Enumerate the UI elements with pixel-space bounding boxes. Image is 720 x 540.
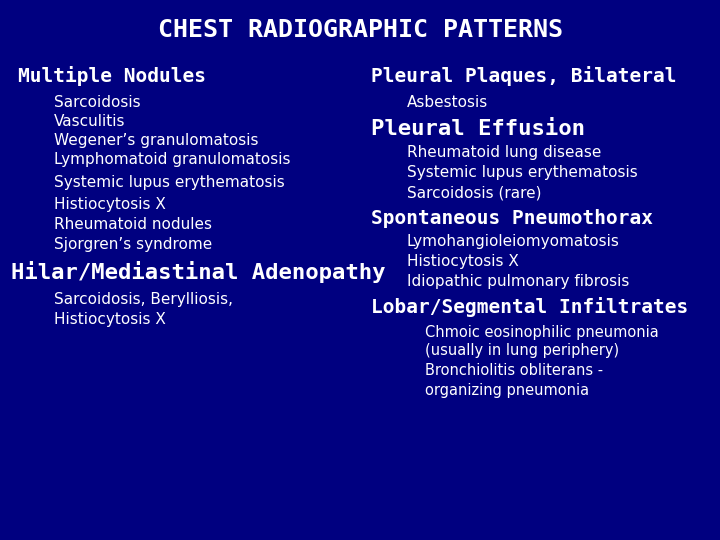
Text: Histiocytosis X: Histiocytosis X xyxy=(407,254,518,269)
Text: Systemic lupus erythematosis: Systemic lupus erythematosis xyxy=(407,165,637,180)
Text: Bronchiolitis obliterans -: Bronchiolitis obliterans - xyxy=(425,363,603,379)
Text: Spontaneous Pneumothorax: Spontaneous Pneumothorax xyxy=(371,208,653,228)
Text: Sarcoidosis: Sarcoidosis xyxy=(54,95,140,110)
Text: Asbestosis: Asbestosis xyxy=(407,95,488,110)
Text: Rheumatoid lung disease: Rheumatoid lung disease xyxy=(407,145,601,160)
Text: Lobar/Segmental Infiltrates: Lobar/Segmental Infiltrates xyxy=(371,296,688,317)
Text: Pleural Plaques, Bilateral: Pleural Plaques, Bilateral xyxy=(371,65,676,86)
Text: Pleural Effusion: Pleural Effusion xyxy=(371,118,585,139)
Text: Histiocytosis X: Histiocytosis X xyxy=(54,197,166,212)
Text: Sarcoidosis, Berylliosis,: Sarcoidosis, Berylliosis, xyxy=(54,292,233,307)
Text: Histiocytosis X: Histiocytosis X xyxy=(54,312,166,327)
Text: Wegener’s granulomatosis: Wegener’s granulomatosis xyxy=(54,133,258,148)
Text: Vasculitis: Vasculitis xyxy=(54,114,125,129)
Text: Multiple Nodules: Multiple Nodules xyxy=(18,65,206,86)
Text: Lymohangioleiomyomatosis: Lymohangioleiomyomatosis xyxy=(407,234,620,249)
Text: Systemic lupus erythematosis: Systemic lupus erythematosis xyxy=(54,175,284,190)
Text: Rheumatoid nodules: Rheumatoid nodules xyxy=(54,217,212,232)
Text: Idiopathic pulmonary fibrosis: Idiopathic pulmonary fibrosis xyxy=(407,274,629,289)
Text: Lymphomatoid granulomatosis: Lymphomatoid granulomatosis xyxy=(54,152,290,167)
Text: Hilar/Mediastinal Adenopathy: Hilar/Mediastinal Adenopathy xyxy=(11,261,385,282)
Text: organizing pneumonia: organizing pneumonia xyxy=(425,383,589,399)
Text: Sjorgren’s syndrome: Sjorgren’s syndrome xyxy=(54,237,212,252)
Text: Sarcoidosis (rare): Sarcoidosis (rare) xyxy=(407,185,541,200)
Text: CHEST RADIOGRAPHIC PATTERNS: CHEST RADIOGRAPHIC PATTERNS xyxy=(158,18,562,42)
Text: Chmoic eosinophilic pneumonia: Chmoic eosinophilic pneumonia xyxy=(425,325,659,340)
Text: (usually in lung periphery): (usually in lung periphery) xyxy=(425,343,619,359)
